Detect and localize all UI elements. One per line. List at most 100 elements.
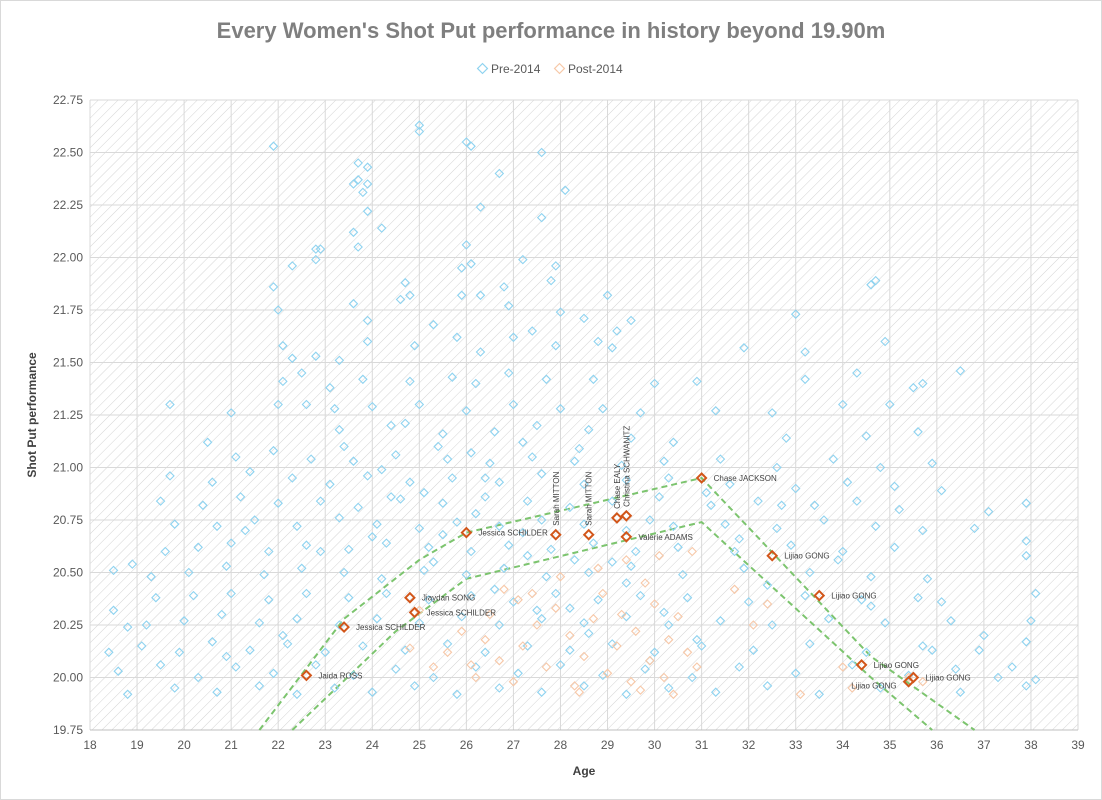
highlighted-point	[855, 658, 868, 671]
pre-2014-point	[151, 592, 161, 603]
gridlines	[89, 99, 1079, 731]
x-tick-label: 21	[224, 738, 238, 752]
x-tick-label: 28	[554, 738, 568, 752]
pre-2014-point	[621, 611, 632, 622]
pre-2014-point	[955, 687, 966, 697]
pre-2014-point	[809, 500, 820, 511]
pre-2014-point	[193, 672, 203, 683]
pre-2014-point	[607, 557, 618, 567]
pre-2014-point	[391, 450, 401, 460]
pre-2014-point	[593, 336, 603, 347]
pre-2014-point	[329, 683, 340, 693]
pre-2014-point	[786, 540, 796, 550]
pre-2014-point	[334, 513, 345, 523]
pre-2014-point	[287, 261, 298, 271]
pre-2014-point	[518, 527, 528, 538]
pre-2014-point	[894, 504, 904, 515]
pre-2014-point	[546, 544, 556, 555]
pre-2014-point	[927, 645, 937, 655]
y-tick-label: 22.50	[53, 146, 83, 160]
trend-line	[291, 521, 933, 731]
pre-2014-point	[649, 378, 660, 389]
x-tick-label: 31	[695, 738, 709, 752]
pre-2014-point	[461, 406, 472, 416]
y-tick-label: 22.00	[53, 251, 83, 265]
pre-2014-point	[353, 158, 363, 168]
pre-2014-point	[541, 571, 552, 582]
pre-2014-point	[358, 187, 368, 198]
pre-2014-point	[292, 613, 302, 624]
x-tick-label: 23	[319, 738, 333, 752]
pre-2014-point	[348, 179, 359, 189]
pre-2014-point	[141, 620, 152, 630]
pre-2014-point	[922, 574, 933, 584]
pre-2014-point	[367, 532, 378, 542]
pre-2014-point	[188, 590, 199, 601]
pre-2014-point	[974, 645, 984, 655]
pre-2014-point	[790, 483, 801, 494]
post-2014-point	[847, 683, 857, 693]
pre-2014-point	[649, 647, 660, 658]
pre-2014-point	[880, 336, 890, 347]
post-2014-point	[692, 662, 702, 672]
pre-2014-point	[423, 595, 434, 605]
pre-2014-point	[212, 521, 222, 532]
pre-2014-point	[160, 546, 171, 557]
pre-2014-point	[805, 567, 815, 578]
pre-2014-point	[579, 479, 589, 490]
point-annotation: Christina SCHWANITZ	[622, 426, 631, 507]
pre-2014-point	[1030, 674, 1041, 685]
highlighted-point	[766, 549, 779, 562]
pre-2014-point	[762, 681, 773, 691]
y-tick-label: 22.75	[53, 93, 83, 107]
pre-2014-point	[273, 399, 283, 410]
pre-2014-point	[772, 462, 782, 473]
pre-2014-point	[179, 616, 189, 626]
pre-2014-point	[550, 340, 561, 351]
pre-2014-point	[555, 307, 566, 317]
pre-2014-point	[527, 452, 538, 462]
pre-2014-point	[663, 620, 674, 630]
pre-2014-point	[376, 574, 387, 584]
pre-2014-point	[499, 563, 509, 574]
pre-2014-point	[353, 242, 363, 252]
pre-2014-point	[391, 664, 401, 674]
pre-2014-point	[739, 343, 749, 353]
pre-2014-point	[343, 544, 354, 555]
legend-marker-post-2014	[553, 62, 566, 75]
pre-2014-point	[503, 540, 514, 550]
pre-2014-point	[358, 641, 368, 651]
pre-2014-point	[908, 382, 919, 393]
pre-2014-point	[983, 506, 994, 517]
pre-2014-point	[358, 374, 368, 385]
pre-2014-point	[565, 502, 575, 513]
pre-2014-point	[376, 464, 387, 475]
pre-2014-point	[532, 605, 542, 616]
pre-2014-point	[536, 613, 547, 624]
pre-2014-point	[598, 403, 608, 414]
pre-2014-point	[452, 517, 462, 527]
pre-2014-point	[405, 376, 415, 387]
pre-2014-point	[438, 529, 448, 540]
point-annotation: Lijiao GONG	[831, 592, 876, 601]
pre-2014-point	[414, 399, 425, 410]
pre-2014-point	[767, 620, 777, 630]
pre-2014-point	[536, 147, 547, 158]
pre-2014-point	[428, 557, 439, 567]
x-tick-label: 32	[742, 738, 756, 752]
pre-2014-point	[663, 683, 674, 693]
pre-2014-point	[419, 565, 429, 576]
highlighted-point	[611, 511, 623, 524]
post-2014-point	[480, 634, 490, 645]
pre-2014-point	[438, 429, 448, 439]
pre-2014-point	[574, 443, 585, 454]
point-annotation: Jessica SCHILDER	[478, 529, 548, 538]
pre-2014-point	[414, 618, 425, 628]
pre-2014-point	[800, 590, 810, 601]
pre-2014-point	[621, 689, 632, 700]
pre-2014-point	[231, 662, 241, 672]
post-2014-point	[574, 687, 585, 697]
legend-marker-pre-2014	[476, 62, 489, 75]
pre-2014-point	[663, 473, 674, 483]
pre-2014-point	[518, 254, 528, 265]
